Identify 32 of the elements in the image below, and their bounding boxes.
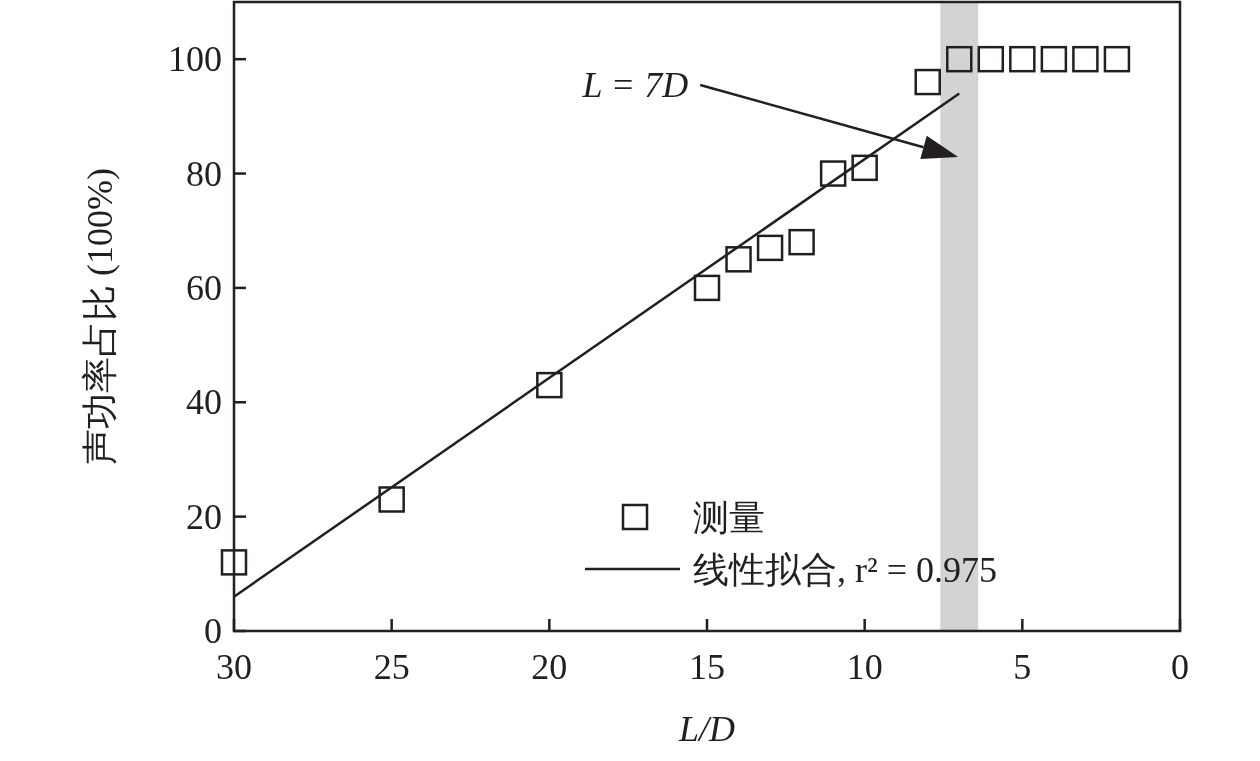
- point: [536, 371, 563, 399]
- y-tick-label: 20: [186, 496, 222, 537]
- point: [819, 160, 847, 187]
- point: [220, 549, 248, 576]
- point: [378, 486, 405, 513]
- point: [977, 45, 1005, 73]
- point: [756, 234, 784, 262]
- y-axis-title: 声功率占比 (100%): [80, 168, 120, 465]
- point: [914, 68, 941, 96]
- y-tick-label: 100: [168, 39, 222, 80]
- point: [1040, 45, 1068, 73]
- point: [1009, 45, 1036, 73]
- x-tick-label: 15: [689, 647, 725, 687]
- point: [1103, 45, 1131, 73]
- point: [725, 246, 752, 273]
- x-tick-label: 5: [1013, 647, 1032, 687]
- point: [946, 45, 973, 73]
- annotation: L = 7D: [581, 65, 689, 105]
- legend-label: 线性拟合, r² = 0.975: [693, 550, 998, 590]
- point: [1072, 45, 1099, 73]
- x-tick-label: 25: [373, 647, 410, 687]
- point: [851, 154, 878, 182]
- point: [693, 274, 721, 302]
- y-tick-label: 80: [186, 153, 222, 194]
- x-axis-title: L/D: [677, 709, 736, 749]
- x-tick-label: 10: [846, 647, 883, 687]
- x-tick-label: 0: [1171, 647, 1189, 687]
- point: [788, 228, 815, 256]
- legend-label: 测量: [693, 498, 765, 538]
- y-tick-label: 60: [186, 267, 222, 308]
- y-tick-label: 40: [186, 382, 222, 423]
- x-tick-label: 20: [531, 647, 568, 687]
